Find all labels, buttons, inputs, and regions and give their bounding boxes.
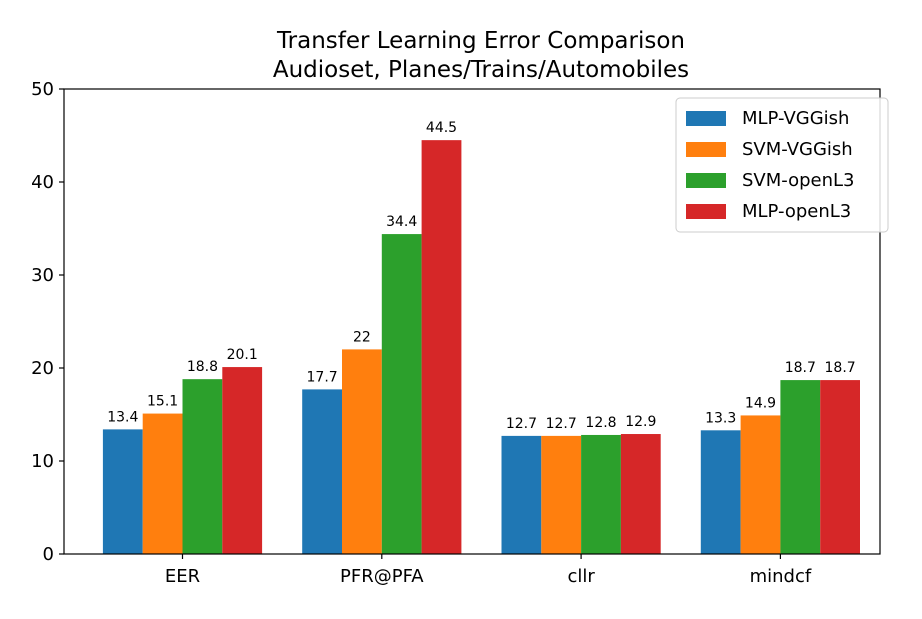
chart-title: Transfer Learning Error Comparison <box>276 28 685 54</box>
bar-svm-vggish-mindcf <box>740 415 781 554</box>
bar-mlp-openl3-mindcf <box>820 380 860 554</box>
data-labels-layer: 13.4 15.1 18.8 20.1 17.7 22 34.4 44.5 12.7 12.7 12… <box>107 120 855 432</box>
bar-svm-openl3-cllr <box>581 434 621 554</box>
data-label: 12.9 <box>625 414 656 430</box>
bar-svm-vggish-pfr-pfa <box>342 349 382 554</box>
legend-swatch <box>686 173 726 188</box>
y-tick-label: 20 <box>31 358 54 379</box>
legend-swatch <box>686 142 726 157</box>
plot-frame <box>63 88 881 555</box>
bar-svm-vggish-cllr <box>541 435 582 554</box>
x-tick-label: PFR@PFA <box>340 566 424 587</box>
axes-layer: EER PFR@PFA cllr mindcf 0 10 20 30 40 50 <box>31 79 881 587</box>
y-tick-label: 30 <box>31 265 54 286</box>
bar-svm-vggish-eer <box>142 413 183 554</box>
data-label: 44.5 <box>426 120 457 136</box>
bars-layer <box>102 140 860 554</box>
bar-mlp-vggish-mindcf <box>700 430 741 554</box>
bar-svm-openl3-mindcf <box>780 380 821 554</box>
data-label: 20.1 <box>227 347 258 363</box>
bar-mlp-vggish-eer <box>102 429 143 554</box>
data-label: 17.7 <box>307 369 338 385</box>
legend-swatch <box>686 204 726 219</box>
bar-mlp-vggish-cllr <box>501 435 542 554</box>
data-label: 13.3 <box>705 410 736 426</box>
x-tick-label: cllr <box>567 566 595 587</box>
bar-mlp-openl3-eer <box>222 367 263 554</box>
legend-box <box>675 97 889 233</box>
data-label: 12.7 <box>506 416 537 432</box>
legend: MLP-VGGish SVM-VGGish SVM-openL3 MLP-openL3 <box>675 97 889 233</box>
bar-mlp-openl3-pfr-pfa <box>421 140 462 554</box>
data-label: 12.7 <box>546 416 577 432</box>
bar-mlp-openl3-cllr <box>620 434 661 554</box>
bar-svm-openl3-pfr-pfa <box>381 234 422 554</box>
legend-label: MLP-VGGish <box>742 108 849 129</box>
data-label: 18.7 <box>825 360 856 376</box>
legend-label: SVM-VGGish <box>742 139 853 160</box>
legend-label: SVM-openL3 <box>742 170 855 191</box>
y-tick-label: 10 <box>31 451 54 472</box>
chart-subtitle: Audioset, Planes/Trains/Automobiles <box>273 57 689 83</box>
x-tick-label: EER <box>165 566 200 587</box>
legend-label: MLP-openL3 <box>742 201 851 222</box>
data-label: 34.4 <box>386 214 417 230</box>
data-label: 18.7 <box>785 360 816 376</box>
data-label: 15.1 <box>147 394 178 410</box>
bar-mlp-vggish-pfr-pfa <box>302 389 342 554</box>
y-tick-label: 40 <box>31 172 54 193</box>
legend-swatch <box>686 111 726 126</box>
y-tick-label: 0 <box>43 544 54 565</box>
data-label: 13.4 <box>107 409 138 425</box>
bar-svm-openl3-eer <box>182 379 223 554</box>
y-tick-label: 50 <box>31 79 54 100</box>
x-tick-label: mindcf <box>750 566 812 587</box>
data-label: 22 <box>353 329 371 345</box>
data-label: 12.8 <box>585 415 616 431</box>
data-label: 14.9 <box>745 395 776 411</box>
data-label: 18.8 <box>187 359 218 375</box>
